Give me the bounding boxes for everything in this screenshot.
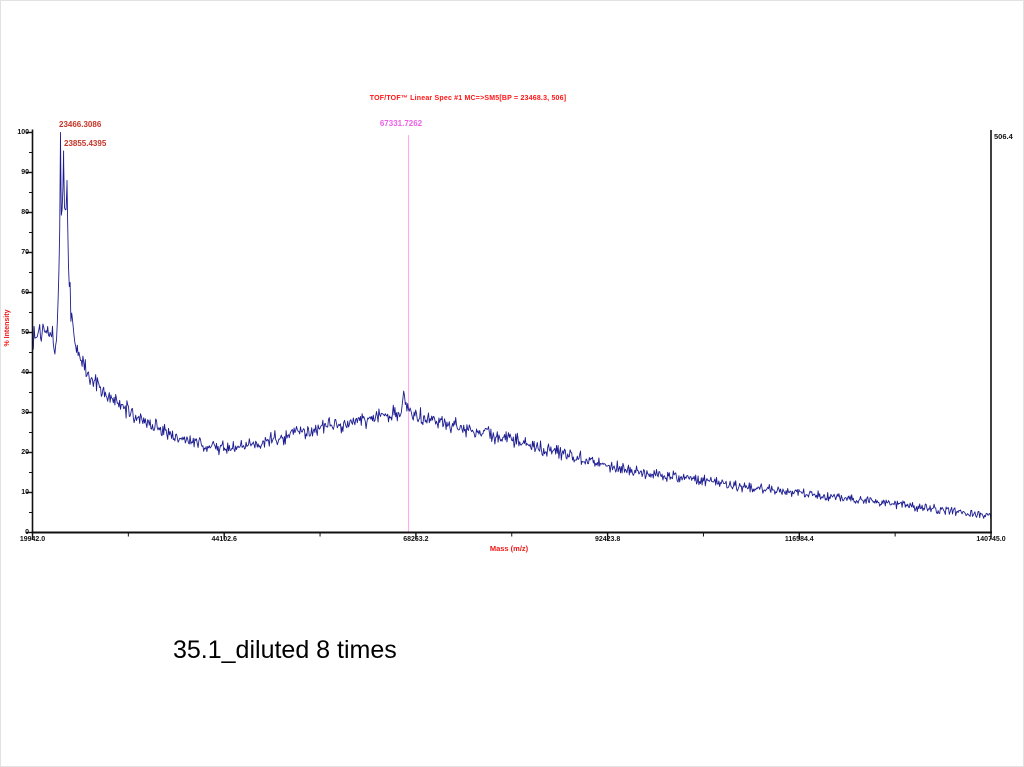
y-tick-label: 40 bbox=[21, 368, 29, 376]
x-tick-label: 19942.0 bbox=[19, 536, 46, 543]
y-tick-label: 50 bbox=[21, 328, 29, 336]
marker-mass-label: 67331.7262 bbox=[379, 119, 423, 128]
y-tick-label: 10 bbox=[21, 488, 29, 496]
y-tick-label: 30 bbox=[21, 408, 29, 416]
y-tick-label: 100 bbox=[17, 128, 29, 136]
y-tick-label: 20 bbox=[21, 448, 29, 456]
right-axis-max-label: 506.4 bbox=[994, 132, 1013, 141]
peak-label-2: 23855.4395 bbox=[64, 139, 107, 148]
peak-label-1: 23466.3086 bbox=[59, 120, 102, 129]
plot-axes bbox=[26, 129, 992, 540]
y-tick-label: 60 bbox=[21, 288, 29, 296]
x-tick-label: 116584.4 bbox=[784, 536, 814, 543]
y-tick-label: 70 bbox=[21, 248, 29, 256]
y-tick-label: 80 bbox=[21, 208, 29, 216]
spectrum-trace bbox=[32, 132, 992, 519]
spectrum-title: TOF/TOF™ Linear Spec #1 MC=>SM5[BP = 234… bbox=[369, 95, 567, 102]
x-tick-label: 140745.0 bbox=[976, 536, 1006, 543]
y-tick-label: 0 bbox=[25, 528, 29, 536]
x-tick-label: 44102.6 bbox=[211, 536, 237, 543]
x-tick-label: 68263.2 bbox=[403, 536, 429, 543]
caption: 35.1_diluted 8 times bbox=[173, 636, 397, 664]
x-tick-label: 92423.8 bbox=[594, 536, 621, 543]
y-tick-label: 90 bbox=[21, 168, 29, 176]
x-axis-title: Mass (m/z) bbox=[489, 544, 529, 553]
